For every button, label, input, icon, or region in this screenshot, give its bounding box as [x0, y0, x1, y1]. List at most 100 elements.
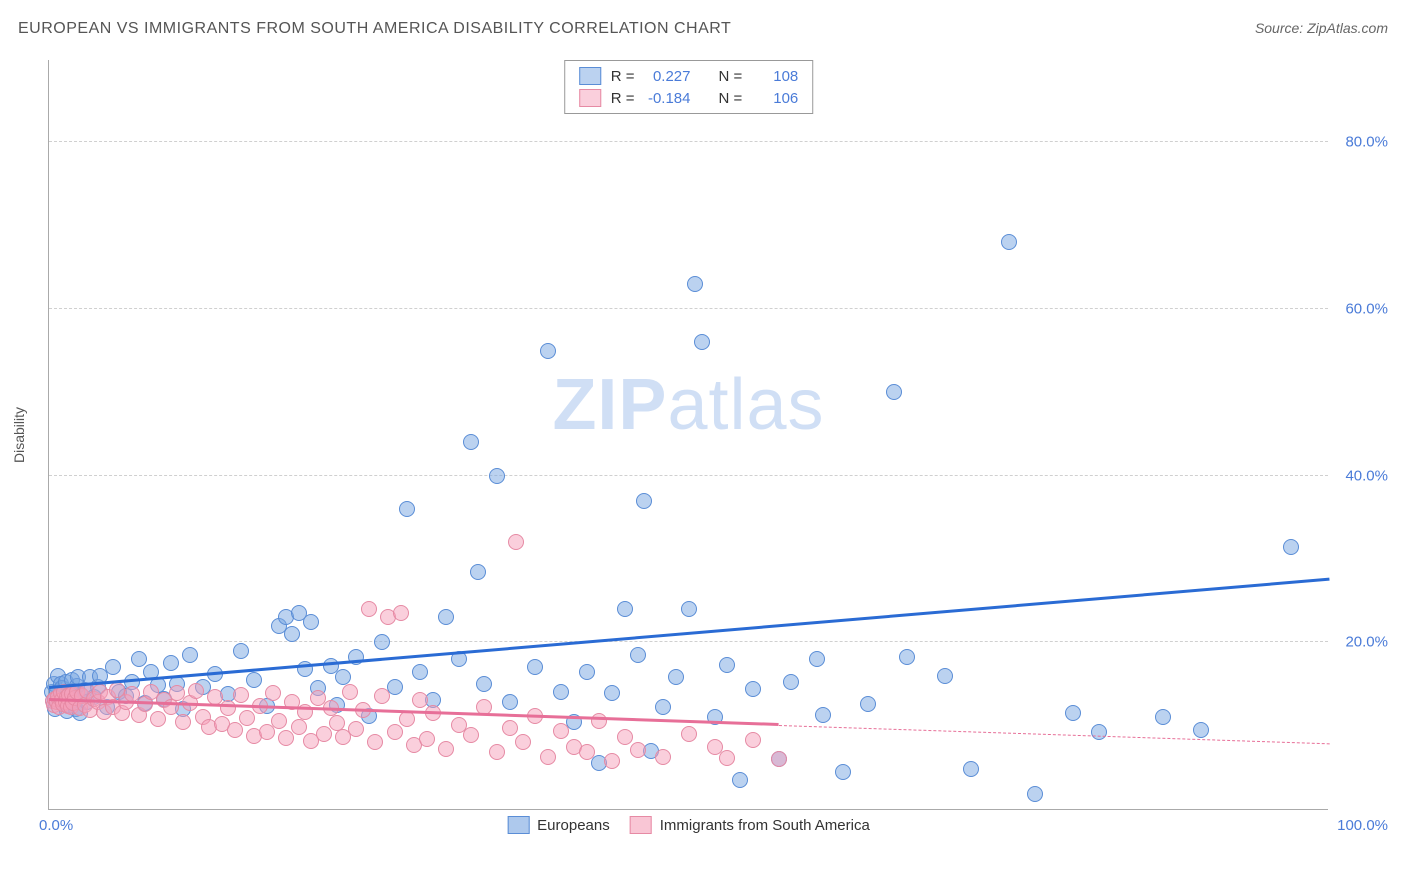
point-immigrant	[591, 713, 607, 729]
point-european	[1001, 234, 1017, 250]
chart-title: EUROPEAN VS IMMIGRANTS FROM SOUTH AMERIC…	[18, 20, 731, 38]
point-european	[899, 649, 915, 665]
point-immigrant	[419, 731, 435, 747]
point-european	[1065, 705, 1081, 721]
point-european	[694, 334, 710, 350]
point-european	[502, 694, 518, 710]
point-immigrant	[367, 734, 383, 750]
point-european	[284, 626, 300, 642]
point-immigrant	[630, 742, 646, 758]
point-immigrant	[342, 684, 358, 700]
point-immigrant	[489, 744, 505, 760]
x-axis-min-label: 0.0%	[39, 817, 73, 834]
x-axis-max-label: 100.0%	[1337, 817, 1388, 834]
point-immigrant	[361, 601, 377, 617]
legend-row-immigrants: R = -0.184 N = 106	[579, 89, 799, 107]
point-immigrant	[393, 605, 409, 621]
point-european	[233, 643, 249, 659]
point-european	[470, 564, 486, 580]
point-european	[246, 672, 262, 688]
point-european	[719, 657, 735, 673]
point-immigrant	[265, 685, 281, 701]
legend-item-immigrants: Immigrants from South America	[630, 816, 870, 834]
point-european	[476, 676, 492, 692]
point-immigrant	[681, 726, 697, 742]
point-european	[860, 696, 876, 712]
point-european	[527, 659, 543, 675]
trend-line	[49, 577, 1329, 688]
point-european	[335, 669, 351, 685]
series-legend: Europeans Immigrants from South America	[507, 816, 870, 834]
point-european	[489, 468, 505, 484]
point-european	[182, 647, 198, 663]
point-european	[1027, 786, 1043, 802]
point-immigrant	[399, 711, 415, 727]
y-tick-label: 20.0%	[1333, 634, 1388, 651]
point-european	[579, 664, 595, 680]
point-european	[131, 651, 147, 667]
chart-header: EUROPEAN VS IMMIGRANTS FROM SOUTH AMERIC…	[18, 20, 1388, 38]
point-immigrant	[655, 749, 671, 765]
gridline	[49, 141, 1328, 142]
point-european	[937, 668, 953, 684]
point-immigrant	[508, 534, 524, 550]
point-european	[1193, 722, 1209, 738]
point-immigrant	[227, 722, 243, 738]
point-european	[374, 634, 390, 650]
point-immigrant	[502, 720, 518, 736]
gridline	[49, 308, 1328, 309]
point-immigrant	[233, 687, 249, 703]
point-european	[783, 674, 799, 690]
legend-row-europeans: R = 0.227 N = 108	[579, 67, 799, 85]
gridline	[49, 475, 1328, 476]
point-immigrant	[579, 744, 595, 760]
point-immigrant	[239, 710, 255, 726]
point-immigrant	[719, 750, 735, 766]
y-tick-label: 60.0%	[1333, 301, 1388, 318]
point-european	[745, 681, 761, 697]
point-european	[163, 655, 179, 671]
point-european	[886, 384, 902, 400]
point-immigrant	[278, 730, 294, 746]
chart-source: Source: ZipAtlas.com	[1255, 20, 1388, 36]
point-european	[553, 684, 569, 700]
watermark: ZIPatlas	[552, 364, 824, 446]
point-immigrant	[220, 700, 236, 716]
point-immigrant	[150, 711, 166, 727]
point-immigrant	[374, 688, 390, 704]
point-immigrant	[771, 751, 787, 767]
point-immigrant	[291, 719, 307, 735]
point-immigrant	[604, 753, 620, 769]
point-european	[732, 772, 748, 788]
y-axis-label: Disability	[11, 406, 27, 462]
point-european	[630, 647, 646, 663]
swatch-europeans	[579, 67, 601, 85]
point-immigrant	[438, 741, 454, 757]
point-immigrant	[271, 713, 287, 729]
point-european	[809, 651, 825, 667]
point-european	[399, 501, 415, 517]
point-immigrant	[463, 727, 479, 743]
trend-line-extrapolated	[779, 725, 1329, 744]
point-european	[463, 434, 479, 450]
point-european	[303, 614, 319, 630]
swatch-immigrants-icon	[630, 816, 652, 834]
point-european	[835, 764, 851, 780]
point-european	[1283, 539, 1299, 555]
point-european	[1155, 709, 1171, 725]
point-european	[655, 699, 671, 715]
point-immigrant	[348, 721, 364, 737]
point-immigrant	[553, 723, 569, 739]
point-immigrant	[259, 724, 275, 740]
point-european	[681, 601, 697, 617]
point-european	[636, 493, 652, 509]
point-european	[963, 761, 979, 777]
point-european	[668, 669, 684, 685]
point-immigrant	[316, 726, 332, 742]
point-european	[604, 685, 620, 701]
legend-item-europeans: Europeans	[507, 816, 610, 834]
correlation-legend: R = 0.227 N = 108 R = -0.184 N = 106	[564, 60, 814, 114]
point-european	[815, 707, 831, 723]
swatch-immigrants	[579, 89, 601, 107]
point-european	[412, 664, 428, 680]
